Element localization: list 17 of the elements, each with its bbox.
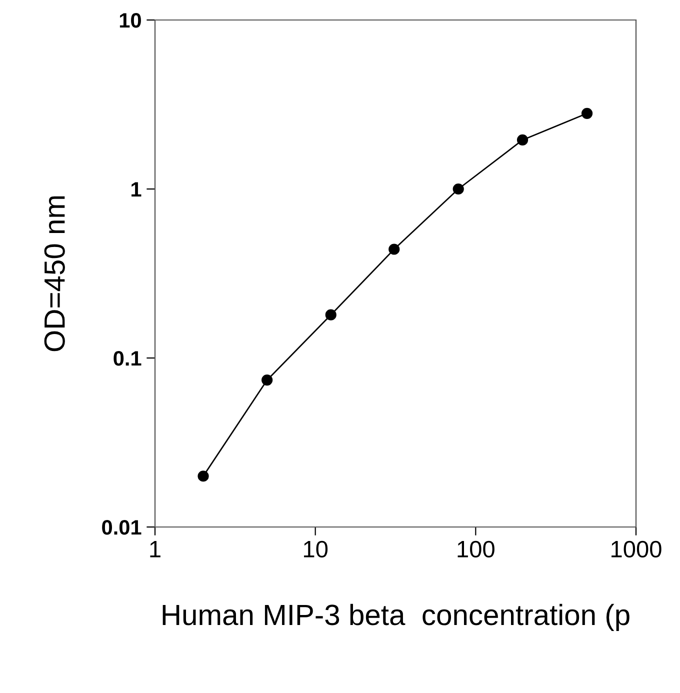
point <box>516 134 528 146</box>
y-tick-label: 10 <box>120 13 141 28</box>
x-tick-label: 1000 <box>612 540 662 558</box>
point <box>452 183 464 195</box>
point <box>325 309 336 320</box>
y-axis-title: OD=450 nm <box>44 196 65 352</box>
y-tick-label: 1 <box>132 182 142 197</box>
point <box>388 244 400 255</box>
x-tick-label: 100 <box>458 540 494 558</box>
point <box>581 108 593 119</box>
point <box>262 374 273 386</box>
point <box>198 470 209 482</box>
x-tick-label: 1 <box>150 541 160 558</box>
x-axis-title: Human MIP-3 beta concentration (p <box>162 604 630 632</box>
x-tick-label: 10 <box>304 540 328 558</box>
y-tick-label: 0.1 <box>114 351 142 366</box>
y-tick-label: 0.01 <box>102 520 142 535</box>
